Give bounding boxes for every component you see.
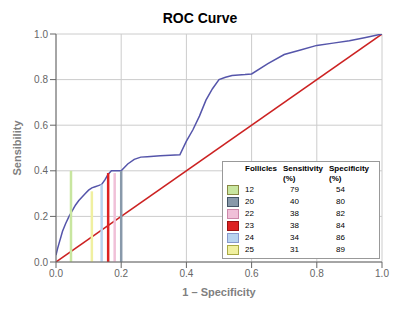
html-text:ROC Curve: ROC Curve	[162, 10, 238, 26]
html-text:20: 20	[245, 197, 254, 206]
html-text:Specificity: Specificity	[329, 164, 369, 173]
html-text:12: 12	[245, 185, 254, 194]
svg-text:0.2: 0.2	[114, 268, 128, 279]
html-text:40: 40	[290, 197, 299, 206]
svg-text:0.0: 0.0	[34, 257, 48, 268]
html-text:86: 86	[336, 233, 345, 242]
html-text:24: 24	[245, 233, 254, 242]
svg-text:0.2: 0.2	[34, 211, 48, 222]
svg-text:0.4: 0.4	[34, 165, 48, 176]
svg-text:0.6: 0.6	[245, 268, 259, 279]
html-text:Follicles: Follicles	[245, 164, 277, 173]
html-text:82: 82	[336, 209, 345, 218]
svg-text:0.6: 0.6	[34, 120, 48, 131]
svg-text:1.0: 1.0	[34, 29, 48, 40]
html-text:25: 25	[245, 245, 254, 254]
svg-text:1.0: 1.0	[375, 268, 389, 279]
html-text:38: 38	[290, 209, 299, 218]
html-text:89: 89	[336, 245, 345, 254]
html-text:54: 54	[336, 185, 345, 194]
html-text:23: 23	[245, 221, 254, 230]
svg-text:1 – Specificity: 1 – Specificity	[182, 286, 256, 298]
svg-text:0.8: 0.8	[310, 268, 324, 279]
html-text:38: 38	[290, 221, 299, 230]
html-text:79: 79	[290, 185, 299, 194]
html-text:22: 22	[245, 209, 254, 218]
svg-text:0.8: 0.8	[34, 74, 48, 85]
svg-text:0.4: 0.4	[179, 268, 193, 279]
html-text:80: 80	[336, 197, 345, 206]
html-text:Sensitivity: Sensitivity	[283, 164, 323, 173]
html-text:34: 34	[290, 233, 299, 242]
html-text:31: 31	[290, 245, 299, 254]
svg-text:Sensibility: Sensibility	[11, 120, 23, 176]
svg-text:0.0: 0.0	[49, 268, 63, 279]
html-text:84: 84	[336, 221, 345, 230]
